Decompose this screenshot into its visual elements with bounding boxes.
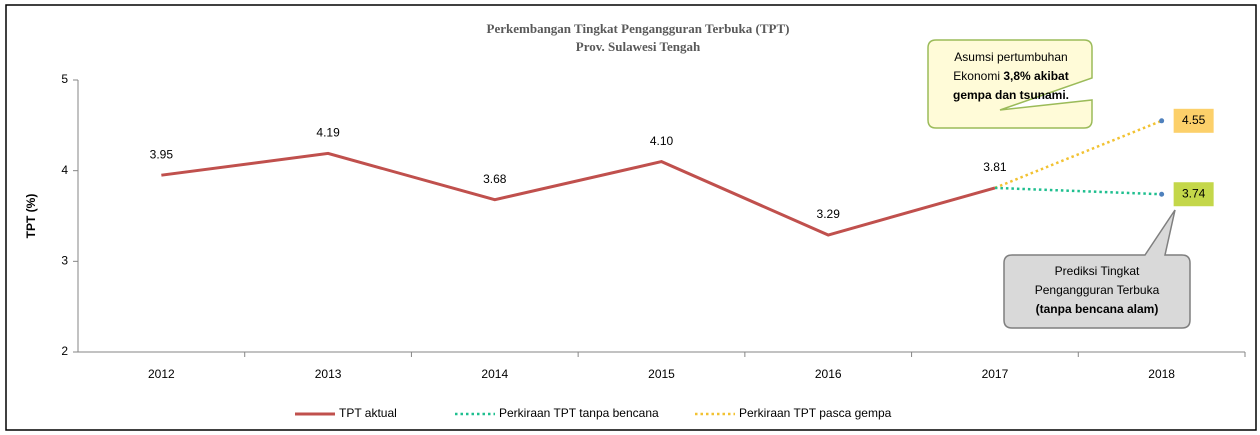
data-label: 3.29 <box>817 207 841 221</box>
data-label-bg <box>1173 108 1214 133</box>
point <box>1159 191 1165 197</box>
data-label: 4.19 <box>316 126 340 140</box>
x-tick-label: 2012 <box>148 367 175 381</box>
annotation-segment: (tanpa bencana alam) <box>1036 302 1159 316</box>
legend-label: Perkiraan TPT pasca gempa <box>739 406 892 420</box>
x-tick-label: 2015 <box>648 367 675 381</box>
data-label-bg <box>1173 182 1214 207</box>
x-tick-label: 2017 <box>982 367 1009 381</box>
annotation-segment: Prediksi Tingkat <box>1055 264 1140 278</box>
series-line <box>994 119 1163 190</box>
series-line <box>161 151 996 237</box>
chart-subtitle: Prov. Sulawesi Tengah <box>576 39 701 54</box>
y-axis-label: TPT (%) <box>24 194 38 239</box>
y-tick-label: 3 <box>61 254 68 268</box>
annotation-text: (tanpa bencana alam) <box>1036 302 1159 316</box>
annotation-text: Ekonomi 3,8% akibat <box>953 69 1068 83</box>
data-label: 4.55 <box>1182 113 1206 127</box>
point <box>1159 118 1165 124</box>
annotation-text: Prediksi Tingkat <box>1055 264 1140 278</box>
x-tick-label: 2014 <box>481 367 508 381</box>
annotation-text: Pengangguran Terbuka <box>1035 283 1160 297</box>
annotation-segment: Ekonomi <box>953 69 1003 83</box>
annotation-text: Asumsi pertumbuhan <box>954 50 1067 64</box>
annotation-segment: Asumsi pertumbuhan <box>954 50 1067 64</box>
callout-box <box>1003 209 1191 329</box>
legend-label: Perkiraan TPT tanpa bencana <box>499 406 659 420</box>
annotation-segment: Pengangguran Terbuka <box>1035 283 1160 297</box>
data-label: 3.81 <box>983 160 1007 174</box>
series-line <box>994 186 1162 196</box>
x-tick-label: 2016 <box>815 367 842 381</box>
data-label: 3.74 <box>1182 186 1206 200</box>
x-tick-label: 2018 <box>1148 367 1175 381</box>
annotation-segment: gempa dan tsunami. <box>953 88 1069 102</box>
data-label: 4.10 <box>650 134 674 148</box>
chart-title: Perkembangan Tingkat Pengangguran Terbuk… <box>487 21 790 36</box>
annotation-segment: 3,8% akibat <box>1003 69 1068 83</box>
y-tick-label: 5 <box>61 72 68 86</box>
legend-label: TPT aktual <box>339 406 397 420</box>
y-tick-label: 4 <box>61 163 68 177</box>
callout-box <box>927 39 1093 129</box>
annotation-text: gempa dan tsunami. <box>953 88 1069 102</box>
x-tick-label: 2013 <box>315 367 342 381</box>
data-label: 3.68 <box>483 172 507 186</box>
data-label: 3.95 <box>150 147 174 161</box>
y-tick-label: 2 <box>61 344 68 358</box>
